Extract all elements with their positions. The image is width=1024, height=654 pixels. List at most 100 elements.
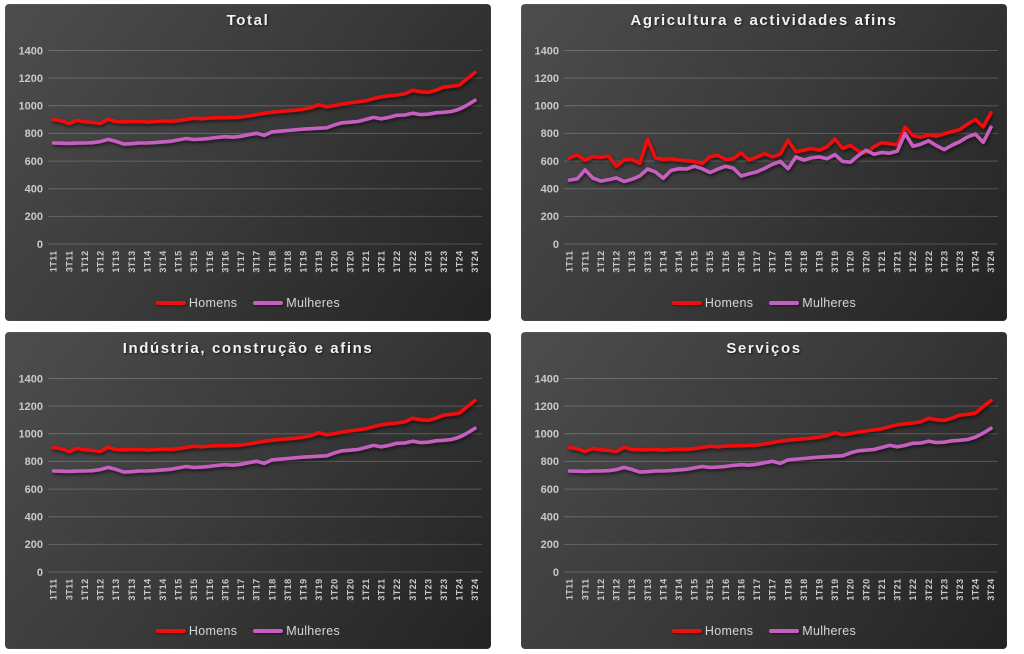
- line-chart: 0 200 400 600 800 1000 1200 1400 1T11 3T11 1T12 3T1…: [19, 45, 482, 273]
- x-tick-label: 3T12: [612, 251, 622, 273]
- legend-item-homens: Homens: [671, 624, 754, 638]
- x-tick-label: 3T14: [674, 579, 684, 601]
- x-tick-label: 1T12: [80, 251, 90, 273]
- x-tick-label: 3T14: [158, 579, 168, 601]
- legend-label-homens: Homens: [704, 624, 754, 638]
- x-tick-label: 1T17: [752, 251, 762, 273]
- x-tick-label: 3T16: [736, 579, 746, 601]
- legend-item-mulheres: Mulheres: [253, 624, 340, 638]
- x-tick-label: 3T24: [470, 579, 480, 601]
- x-tick-label: 3T12: [96, 251, 106, 273]
- x-tick-label: 1T15: [174, 251, 184, 273]
- x-tick-label: 1T20: [330, 251, 340, 273]
- x-tick-label: 1T22: [908, 579, 918, 601]
- x-tick-label: 1T22: [392, 579, 402, 601]
- x-tick-label: 1T12: [596, 579, 606, 601]
- x-tick-label: 3T20: [345, 251, 355, 273]
- x-tick-label: 1T14: [658, 579, 668, 601]
- chart-title: Agricultura e actividades afins: [630, 12, 898, 29]
- x-tick-label: 3T13: [643, 579, 653, 601]
- chart-panel-agricultura: Agricultura e actividades afins 0 200 400 6…: [521, 4, 1007, 321]
- y-tick-label: 1200: [19, 401, 43, 413]
- x-tick-label: 1T11: [49, 579, 59, 601]
- x-tick-label: 3T19: [830, 251, 840, 273]
- legend-item-mulheres: Mulheres: [769, 624, 856, 638]
- y-tick-label: 1200: [535, 73, 559, 85]
- legend-label-homens: Homens: [188, 296, 238, 310]
- y-tick-label: 600: [25, 484, 43, 496]
- x-tick-label: 1T20: [846, 251, 856, 273]
- y-tick-label: 1400: [19, 45, 43, 57]
- y-tick-label: 800: [541, 128, 559, 140]
- y-tick-label: 0: [37, 239, 43, 251]
- x-tick-label: 3T20: [861, 579, 871, 601]
- legend-label-mulheres: Mulheres: [802, 624, 857, 638]
- y-tick-label: 0: [553, 239, 559, 251]
- y-tick-label: 1400: [535, 45, 559, 57]
- y-tick-label: 1000: [535, 101, 559, 113]
- x-tick-label: 1T19: [815, 251, 825, 273]
- series-line-homens: [51, 70, 477, 126]
- x-tick-label: 1T24: [455, 579, 465, 601]
- x-tick-label: 3T11: [580, 579, 590, 601]
- y-tick-label: 600: [25, 156, 43, 168]
- x-tick-label: 1T23: [423, 251, 433, 273]
- x-tick-label: 1T13: [111, 579, 121, 601]
- x-tick-label: 3T14: [158, 251, 168, 273]
- x-tick-label: 1T16: [205, 251, 215, 273]
- x-tick-label: 1T18: [267, 251, 277, 273]
- x-tick-label: 1T13: [111, 251, 121, 273]
- x-tick-label: 3T20: [861, 251, 871, 273]
- y-tick-label: 1000: [19, 101, 43, 113]
- legend-label-mulheres: Mulheres: [286, 624, 341, 638]
- chart-legend: Homens Mulheres: [5, 292, 491, 314]
- x-tick-label: 3T23: [439, 579, 449, 601]
- legend-swatch-homens: [155, 629, 186, 633]
- x-tick-label: 1T17: [236, 251, 246, 273]
- y-tick-label: 1200: [19, 73, 43, 85]
- y-tick-label: 200: [25, 211, 43, 223]
- chart-legend: Homens Mulheres: [5, 620, 491, 642]
- line-chart: 0 200 400 600 800 1000 1200 1400 1T11 3T11 1T12 3T1…: [19, 373, 482, 601]
- x-tick-label: 1T18: [783, 579, 793, 601]
- chart-title: Total: [226, 12, 270, 29]
- y-tick-label: 400: [541, 184, 559, 196]
- x-tick-label: 3T13: [127, 251, 137, 273]
- x-tick-label: 3T18: [799, 251, 809, 273]
- series-line-mulheres: [567, 426, 993, 474]
- x-tick-label: 3T18: [799, 579, 809, 601]
- legend-swatch-homens: [671, 301, 702, 305]
- x-tick-label: 1T14: [142, 251, 152, 273]
- x-tick-label: 1T21: [877, 251, 887, 273]
- x-tick-label: 1T22: [908, 251, 918, 273]
- x-tick-label: 1T17: [236, 579, 246, 601]
- x-tick-label: 1T11: [565, 579, 575, 601]
- x-tick-label: 1T22: [392, 251, 402, 273]
- line-chart: 0 200 400 600 800 1000 1200 1400 1T11 3T11 1T12 3T1…: [535, 45, 998, 273]
- x-tick-label: 3T15: [705, 251, 715, 273]
- x-tick-label: 3T11: [64, 579, 74, 601]
- x-tick-label: 3T15: [705, 579, 715, 601]
- legend-item-homens: Homens: [671, 296, 753, 310]
- x-tick-label: 3T12: [612, 579, 622, 601]
- x-tick-label: 3T16: [220, 251, 230, 273]
- x-tick-label: 1T14: [658, 251, 668, 273]
- x-tick-label: 3T13: [643, 251, 653, 273]
- x-tick-label: 1T11: [565, 251, 575, 273]
- x-tick-label: 3T13: [127, 579, 137, 601]
- chart-panel-servicos: Serviços 0 200 400 600 800 1000 1200 1400 1T11 3T…: [521, 332, 1007, 649]
- series-line-homens: [51, 398, 477, 454]
- x-tick-label: 1T16: [205, 579, 215, 601]
- series-line-homens: [567, 110, 993, 169]
- y-tick-label: 600: [541, 484, 559, 496]
- y-tick-label: 0: [553, 567, 559, 579]
- x-tick-label: 3T17: [252, 579, 262, 601]
- x-tick-label: 3T16: [736, 251, 746, 273]
- chart-legend: Homens Mulheres: [521, 292, 1007, 314]
- series-line-homens: [567, 398, 993, 454]
- y-tick-label: 800: [541, 456, 559, 468]
- x-tick-label: 3T24: [470, 251, 480, 273]
- y-tick-label: 1400: [19, 373, 43, 385]
- y-tick-label: 400: [25, 512, 43, 524]
